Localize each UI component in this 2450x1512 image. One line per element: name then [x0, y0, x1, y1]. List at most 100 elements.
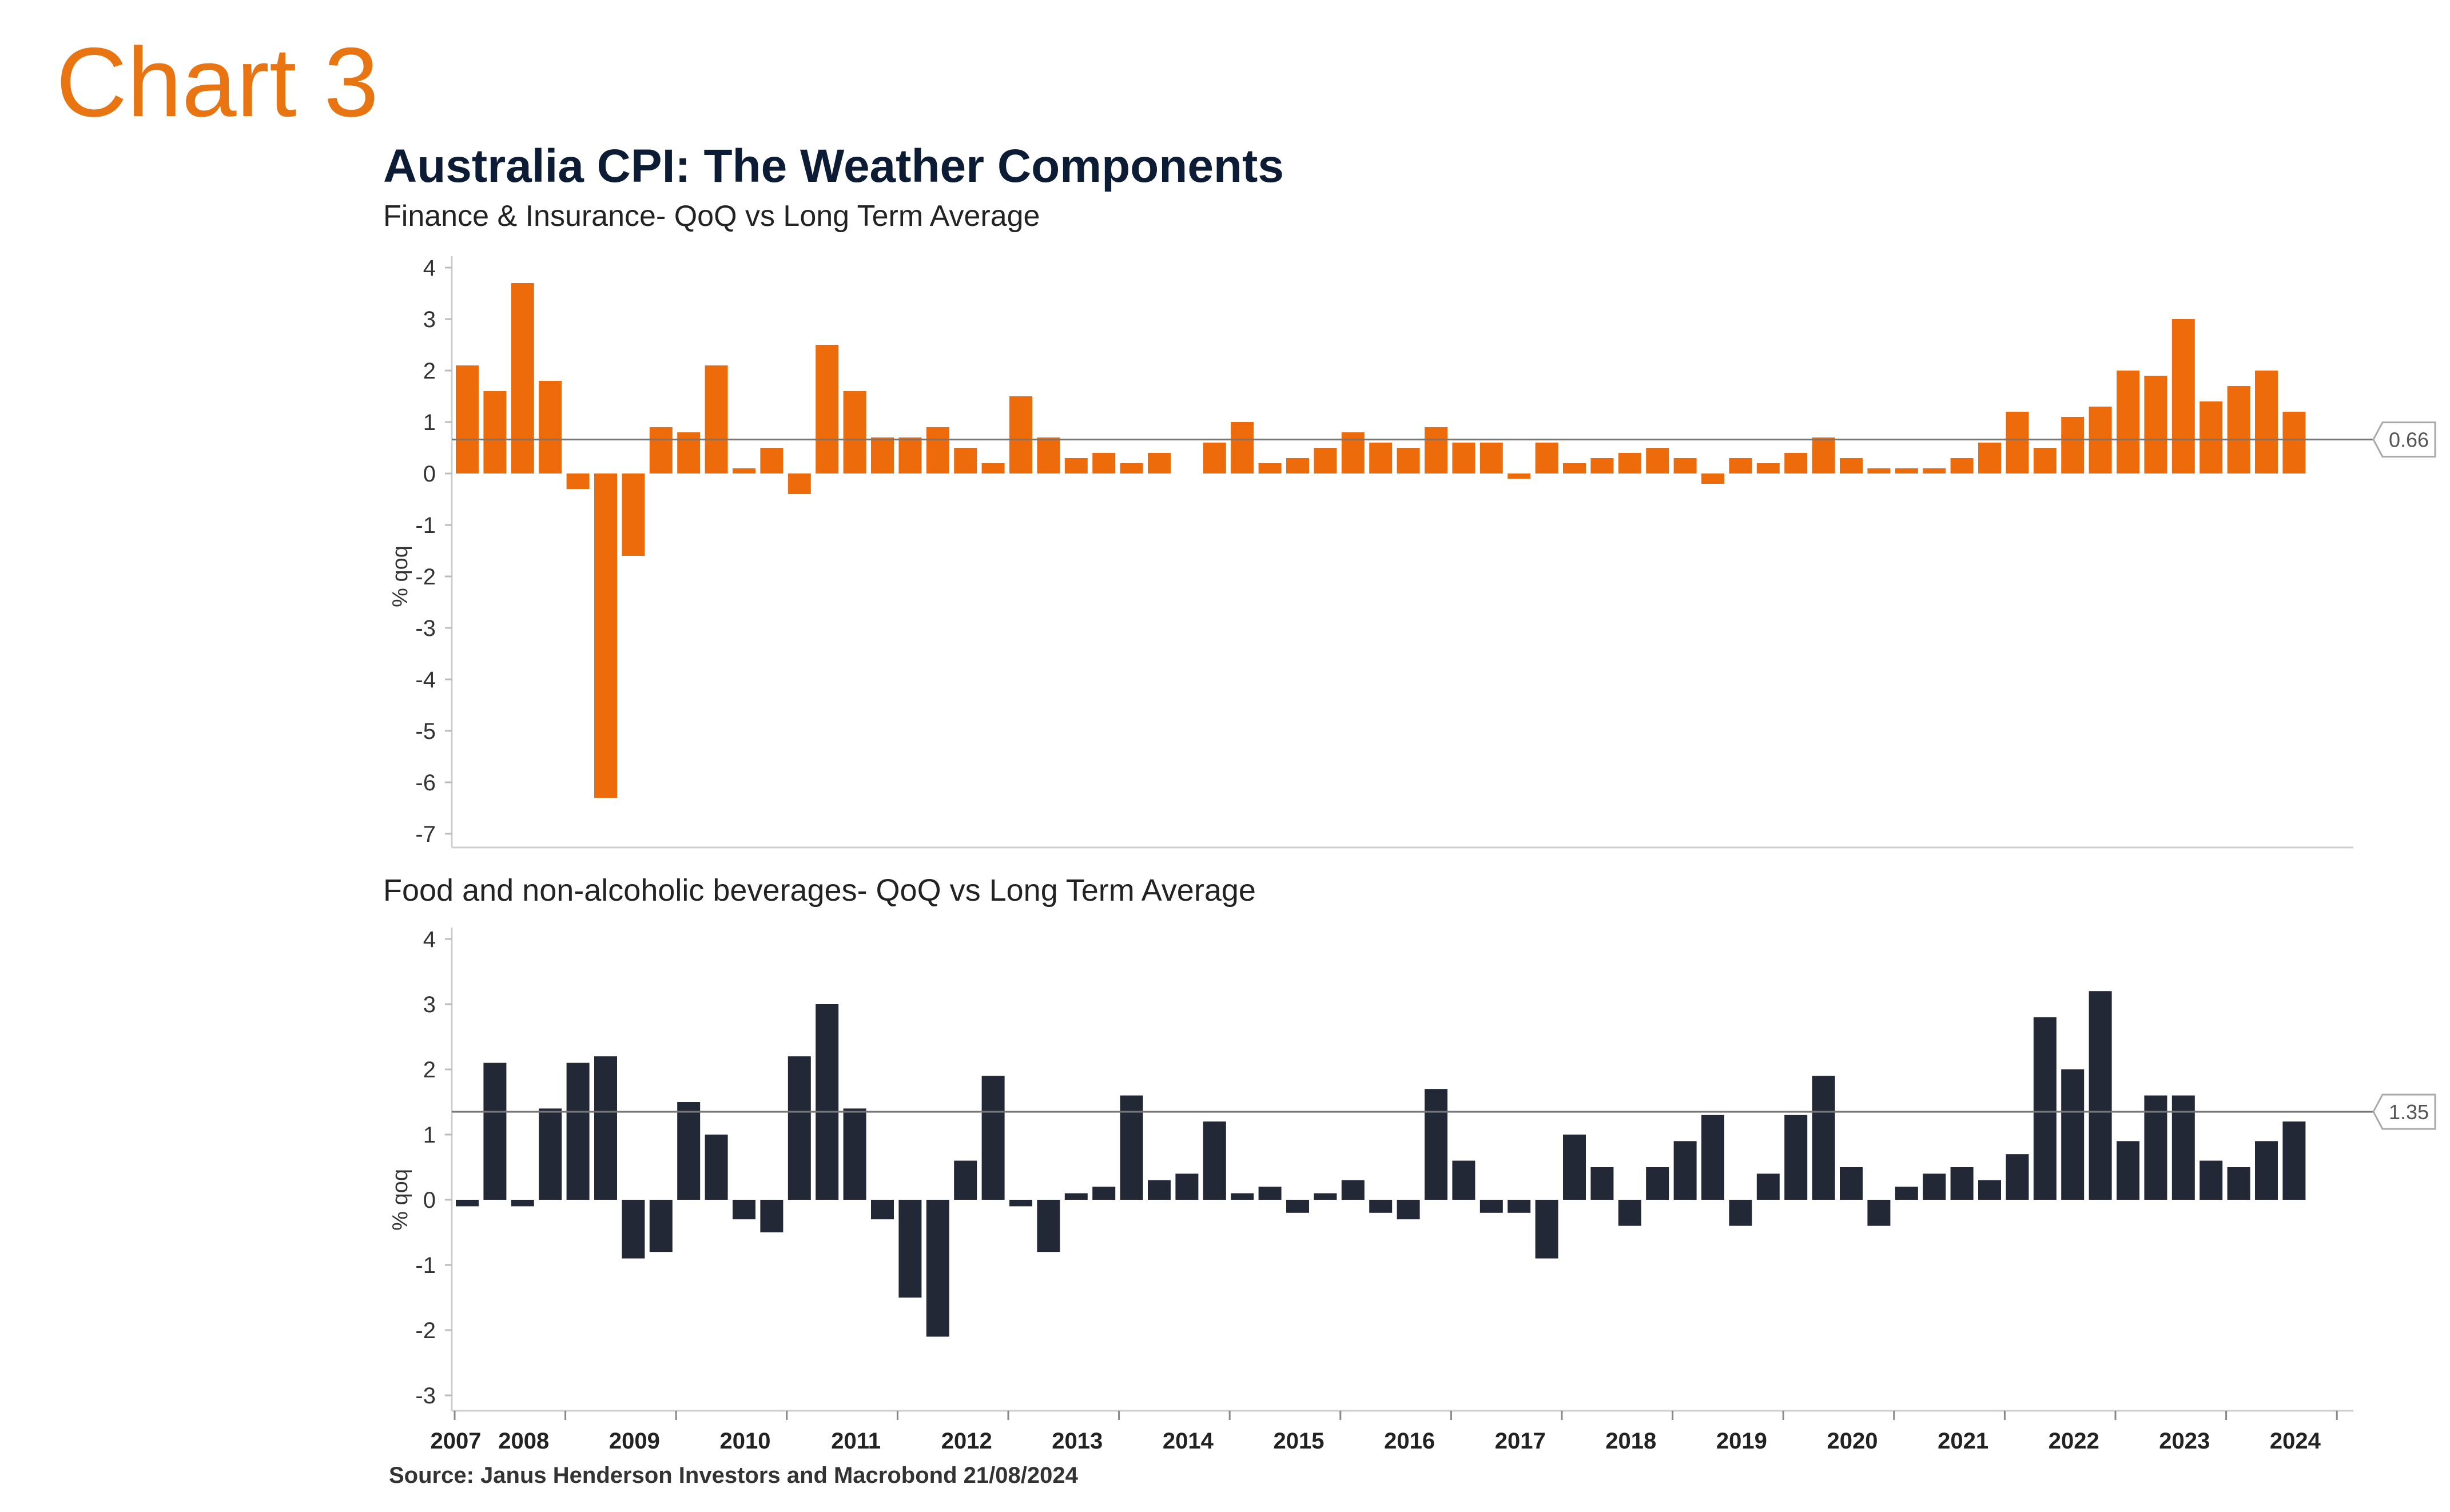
- food-subtitle: Food and non-alcoholic beverages- QoQ vs…: [383, 873, 1256, 908]
- finance-y-tick-label: 2: [423, 359, 436, 384]
- finance-y-tick-label: -5: [415, 719, 436, 744]
- food-bar: [1923, 1173, 1946, 1200]
- food-bar: [1701, 1115, 1724, 1200]
- finance-bar: [1646, 448, 1669, 474]
- finance-bar: [871, 437, 894, 474]
- food-bar: [2144, 1095, 2167, 1200]
- finance-bar: [1729, 458, 1752, 474]
- food-bar: [1646, 1167, 1669, 1200]
- x-tick-label: 2019: [1716, 1429, 1767, 1454]
- food-bar: [1452, 1160, 1475, 1200]
- food-bar: [2033, 1017, 2057, 1200]
- food-bar: [483, 1063, 507, 1200]
- finance-bar: [1590, 458, 1614, 474]
- finance-bar: [1231, 422, 1254, 474]
- finance-y-tick-label: -6: [415, 770, 436, 795]
- finance-bar: [1203, 443, 1226, 474]
- finance-bar: [1923, 468, 1946, 474]
- food-bar: [1895, 1187, 1918, 1200]
- food-bar: [1867, 1200, 1891, 1226]
- food-bar: [1590, 1167, 1614, 1200]
- food-bar: [2061, 1069, 2085, 1200]
- finance-bar: [1092, 453, 1116, 474]
- finance-bar: [622, 474, 645, 556]
- finance-bar: [2171, 319, 2195, 474]
- food-bar: [1231, 1193, 1254, 1200]
- food-bar: [871, 1200, 894, 1220]
- x-tick-label: 2023: [2159, 1429, 2210, 1454]
- food-bar: [954, 1160, 977, 1200]
- x-tick-label: 2007: [431, 1429, 482, 1454]
- finance-bar: [1314, 448, 1337, 474]
- food-bar: [2200, 1160, 2223, 1200]
- food-bar: [1978, 1180, 2001, 1200]
- finance-y-tick-label: -7: [415, 822, 436, 847]
- x-tick-label: 2018: [1605, 1429, 1656, 1454]
- food-bar: [1950, 1167, 1974, 1200]
- finance-bar: [1535, 443, 1558, 474]
- finance-bar: [1867, 468, 1891, 474]
- food-bar: [2117, 1141, 2139, 1200]
- food-bar: [2171, 1095, 2195, 1200]
- food-bar: [926, 1200, 949, 1337]
- food-bar: [1175, 1173, 1199, 1200]
- food-bar: [981, 1076, 1005, 1200]
- finance-bar: [1120, 463, 1143, 474]
- food-bar: [1009, 1200, 1032, 1207]
- finance-bar: [788, 474, 811, 494]
- food-y-tick-label: -1: [415, 1253, 436, 1278]
- food-bar: [1037, 1200, 1060, 1252]
- food-bar: [788, 1056, 811, 1200]
- food-average-badge: [2372, 1093, 2436, 1130]
- finance-bar: [705, 365, 728, 474]
- finance-average-badge: [2372, 421, 2436, 458]
- finance-bar: [1148, 453, 1171, 474]
- food-bar: [1784, 1115, 1808, 1200]
- finance-bar: [2033, 448, 2057, 474]
- food-bar: [2255, 1141, 2278, 1200]
- finance-bar: [1479, 443, 1503, 474]
- food-bar: [511, 1200, 534, 1207]
- finance-bar: [1563, 463, 1586, 474]
- finance-bar: [2227, 386, 2250, 474]
- food-bar: [1369, 1200, 1393, 1213]
- food-bar: [1425, 1089, 1447, 1200]
- chart-number-label: Chart 3: [56, 27, 379, 137]
- finance-bar: [1701, 474, 1724, 484]
- x-tick-label: 2010: [720, 1429, 771, 1454]
- food-bar: [1673, 1141, 1697, 1200]
- finance-bar: [816, 345, 839, 474]
- finance-bar: [1369, 443, 1393, 474]
- x-tick-label: 2015: [1274, 1429, 1325, 1454]
- finance-bar: [2282, 412, 2306, 474]
- food-average-label: 1.35: [2389, 1100, 2429, 1124]
- food-bar: [2282, 1121, 2306, 1200]
- finance-bar: [1286, 458, 1309, 474]
- finance-bar: [2144, 376, 2167, 474]
- finance-bar: [926, 427, 949, 474]
- finance-y-tick-label: 3: [423, 307, 436, 332]
- food-bar: [843, 1108, 866, 1200]
- food-bar: [1203, 1121, 1226, 1200]
- finance-bar: [2061, 417, 2085, 474]
- finance-bar: [649, 427, 673, 474]
- finance-y-label: % qoq: [388, 546, 412, 607]
- x-tick-label: 2017: [1495, 1429, 1546, 1454]
- finance-bar: [1618, 453, 1641, 474]
- finance-bar: [539, 381, 562, 474]
- finance-bar: [1840, 458, 1863, 474]
- finance-bar: [1756, 463, 1780, 474]
- finance-bar: [594, 474, 617, 798]
- finance-y-tick-label: 0: [423, 461, 436, 487]
- finance-bar: [1784, 453, 1808, 474]
- finance-bar: [843, 391, 866, 474]
- food-y-tick-label: 0: [423, 1188, 436, 1213]
- finance-bar: [1425, 427, 1447, 474]
- finance-y-tick-label: 4: [423, 256, 436, 281]
- x-tick-label: 2024: [2270, 1429, 2321, 1454]
- food-bar: [1535, 1200, 1558, 1259]
- x-tick-label: 2021: [1938, 1429, 1988, 1454]
- food-y-tick-label: 3: [423, 992, 436, 1017]
- finance-bar: [1812, 437, 1835, 474]
- food-bar: [760, 1200, 783, 1232]
